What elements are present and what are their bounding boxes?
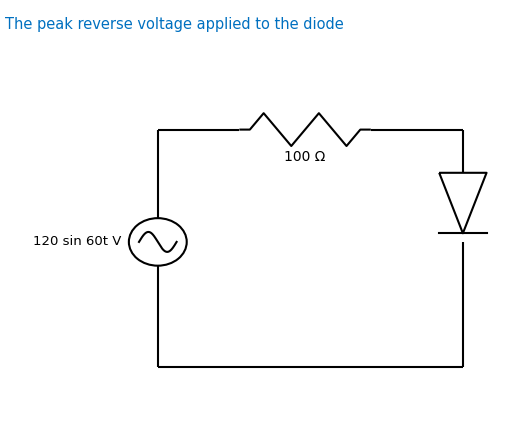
Text: 120 sin 60t V: 120 sin 60t V	[33, 235, 121, 248]
Text: The peak reverse voltage applied to the diode: The peak reverse voltage applied to the …	[5, 17, 344, 32]
Text: 100 Ω: 100 Ω	[285, 150, 326, 164]
